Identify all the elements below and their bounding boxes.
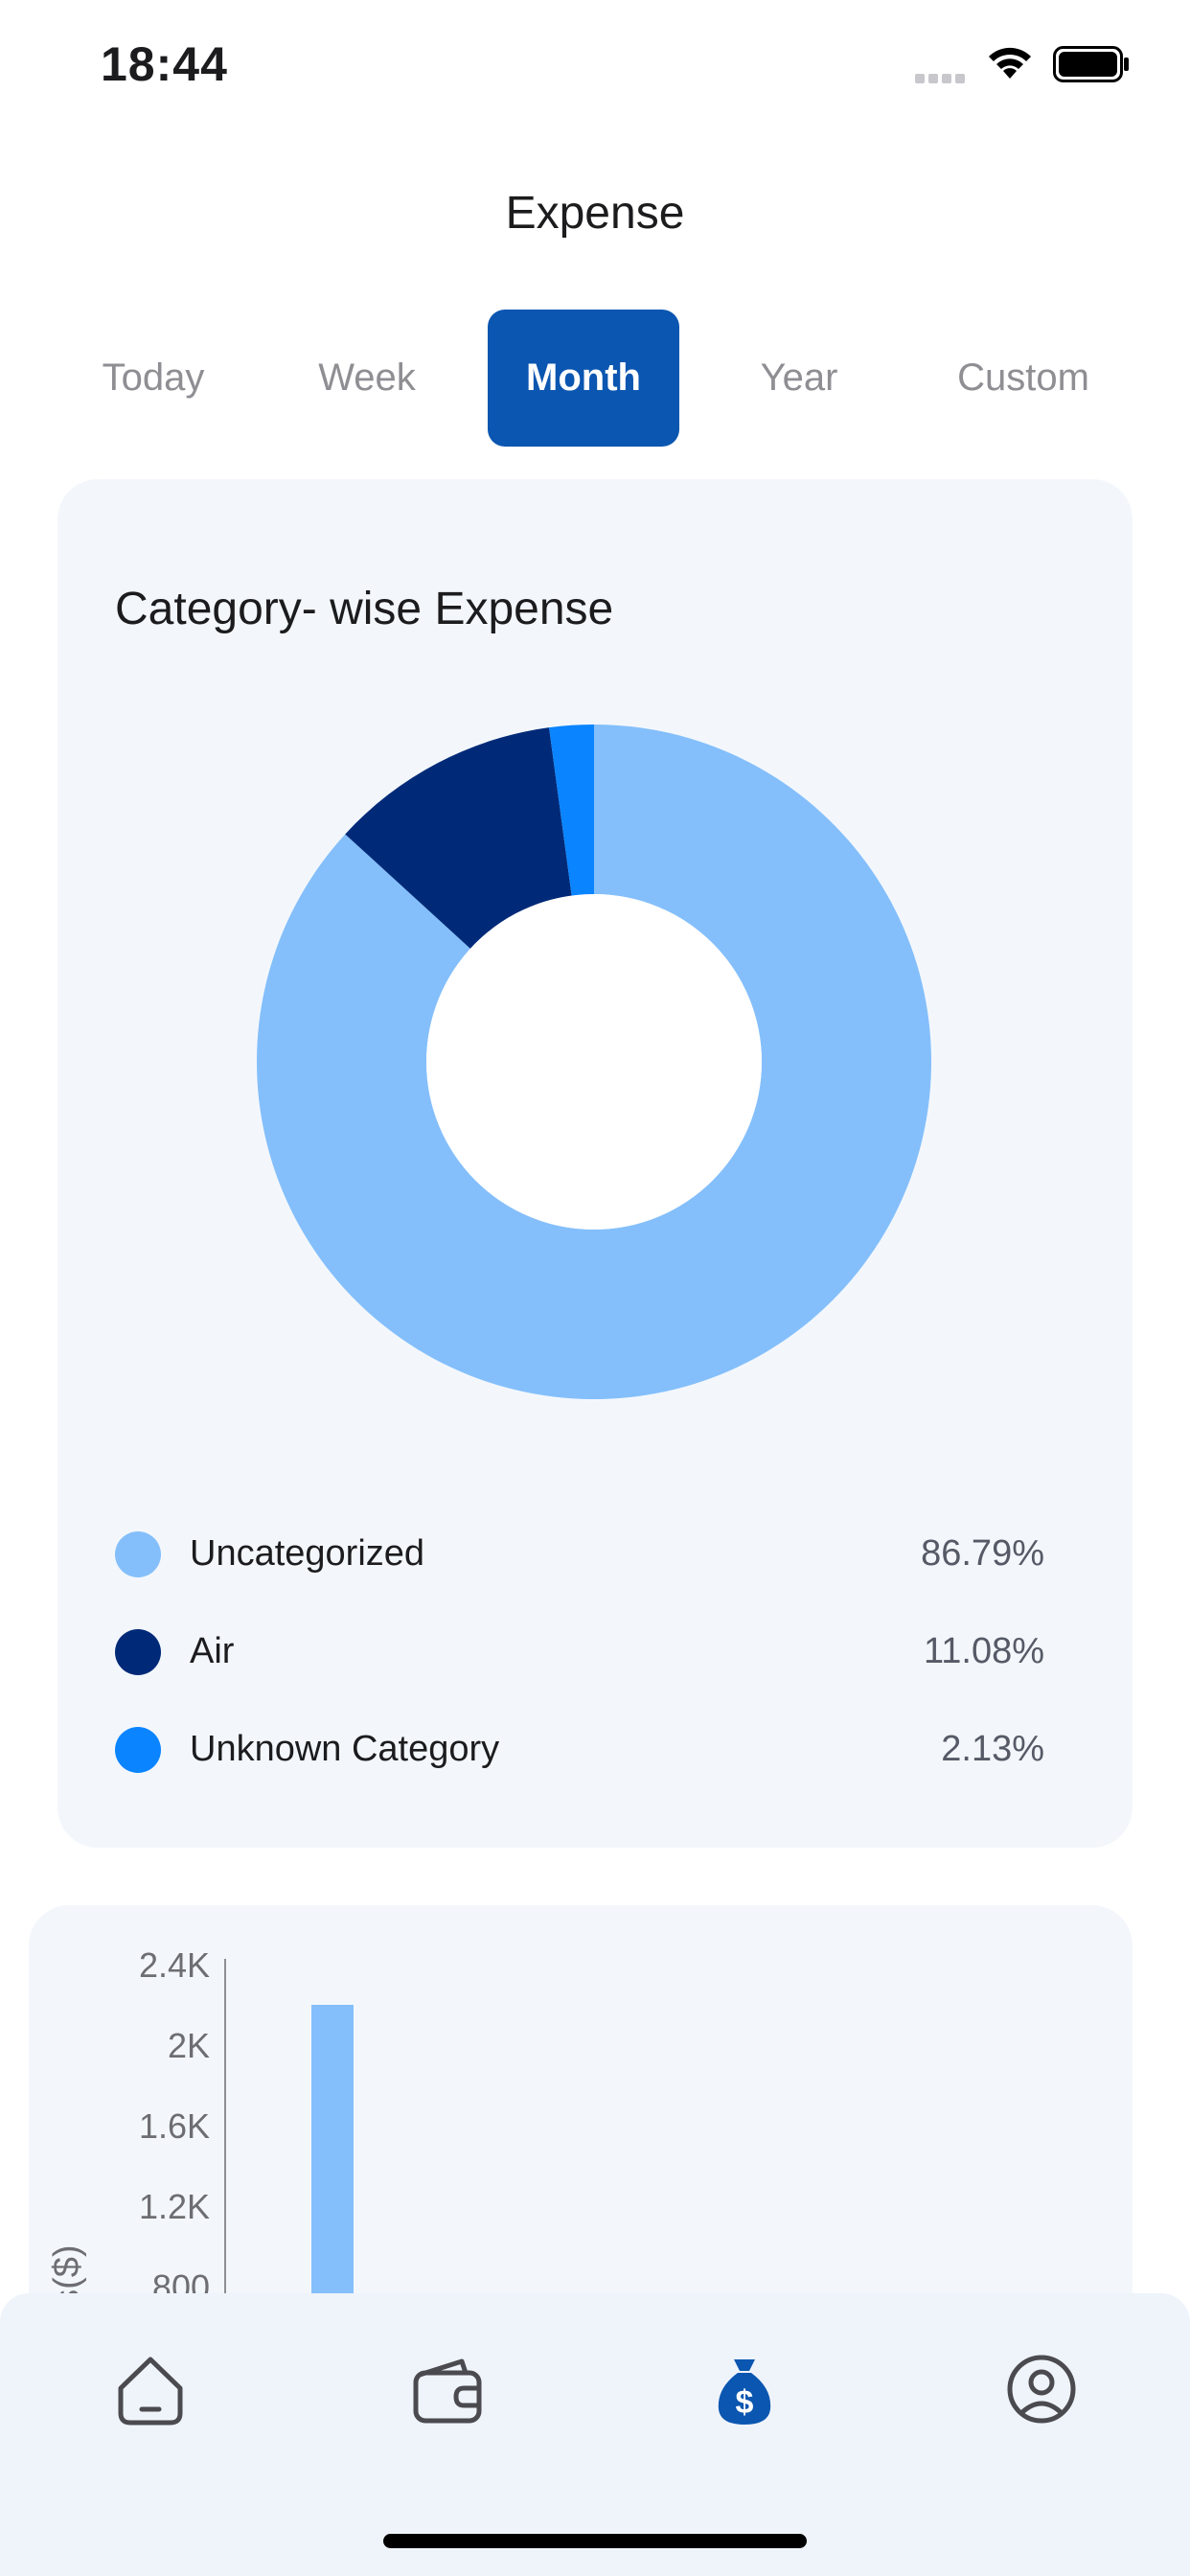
y-tick-label: 2K xyxy=(168,2026,210,2065)
profile-icon[interactable] xyxy=(998,2346,1085,2432)
y-tick-label: 1.2K xyxy=(139,2187,210,2226)
legend-item: Air 11.08% xyxy=(115,1625,1044,1683)
legend-label: Air xyxy=(190,1631,235,1671)
legend-item: Uncategorized 86.79% xyxy=(115,1528,1044,1585)
pie-slice xyxy=(257,724,931,1399)
status-bar: 18:44 xyxy=(0,0,1190,125)
tab-year[interactable]: Year xyxy=(760,356,838,399)
legend-value: 86.79% xyxy=(921,1533,1044,1574)
y-tick-label: 1.6K xyxy=(139,2106,210,2146)
donut-hole xyxy=(426,894,762,1230)
legend-dot xyxy=(115,1531,161,1577)
donut-chart xyxy=(257,724,931,1399)
tab-custom[interactable]: Custom xyxy=(957,356,1089,399)
legend-dot xyxy=(115,1727,161,1773)
status-time: 18:44 xyxy=(101,37,228,91)
wallet-icon[interactable] xyxy=(404,2346,491,2432)
legend-item: Unknown Category 2.13% xyxy=(115,1723,1044,1781)
wifi-icon xyxy=(989,47,1031,79)
svg-text:$: $ xyxy=(736,2384,754,2421)
home-icon[interactable] xyxy=(107,2346,194,2432)
category-expense-card: Category- wise Expense Uncategorized 86.… xyxy=(57,479,1133,1848)
legend-label: Unknown Category xyxy=(190,1729,500,1769)
legend-value: 11.08% xyxy=(923,1631,1044,1671)
signal-icon xyxy=(915,71,971,83)
battery-icon xyxy=(1053,46,1129,82)
card-title: Category- wise Expense xyxy=(115,584,614,634)
page-title: Expense xyxy=(505,188,685,239)
tab-month[interactable]: Month xyxy=(488,310,679,447)
bottom-nav: $ xyxy=(0,2293,1190,2576)
money-bag-icon[interactable]: $ xyxy=(701,2346,788,2432)
tab-week[interactable]: Week xyxy=(318,356,416,399)
pie-slice xyxy=(345,727,572,949)
pie-slice xyxy=(549,724,594,896)
period-tabs: Today Week Month Year Custom xyxy=(57,310,1133,447)
legend-label: Uncategorized xyxy=(190,1533,425,1574)
y-tick-label: 2.4K xyxy=(139,1945,210,1985)
legend-value: 2.13% xyxy=(941,1729,1044,1769)
tab-today[interactable]: Today xyxy=(102,356,205,399)
home-indicator xyxy=(383,2534,807,2548)
legend-dot xyxy=(115,1629,161,1675)
